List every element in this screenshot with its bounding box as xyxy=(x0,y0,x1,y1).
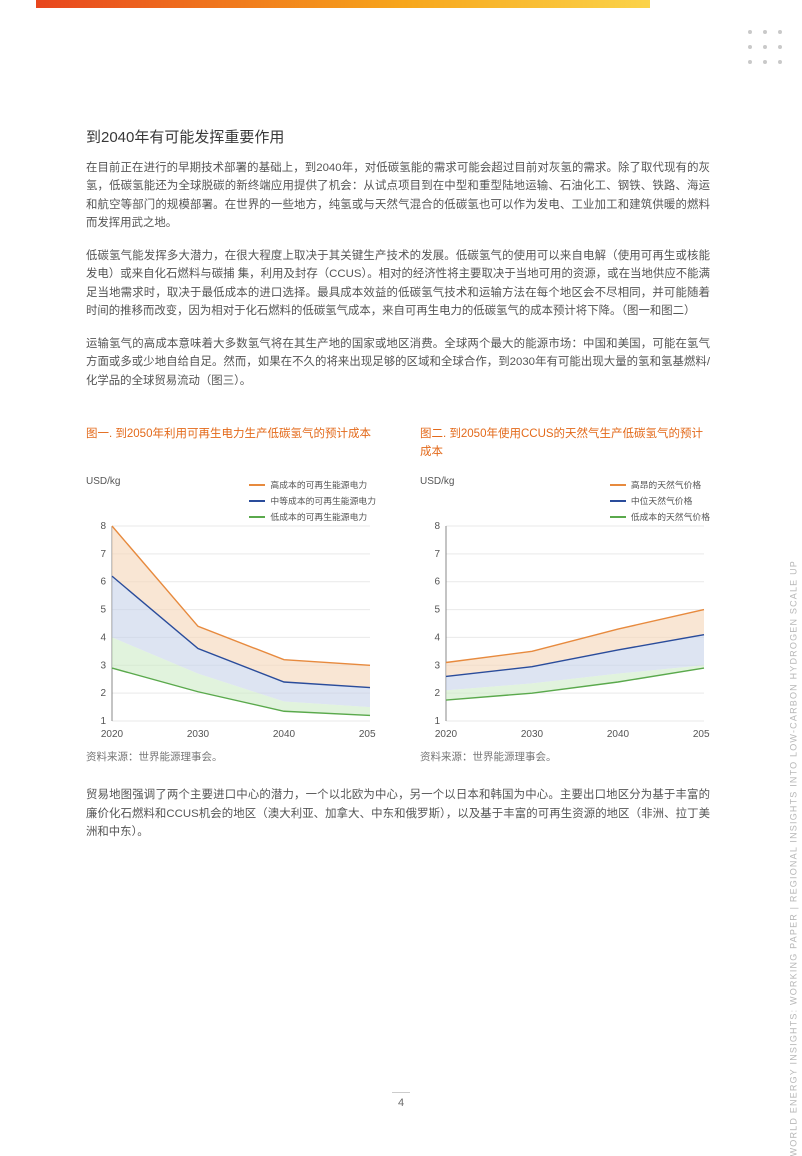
svg-text:2050: 2050 xyxy=(359,729,376,740)
svg-text:6: 6 xyxy=(100,577,106,588)
legend-item: 低成本的可再生能源电力 xyxy=(249,510,376,523)
svg-text:2030: 2030 xyxy=(187,729,210,740)
chart-2-legend: 高昂的天然气价格中位天然气价格低成本的天然气价格 xyxy=(610,478,710,526)
svg-text:4: 4 xyxy=(100,633,106,644)
main-content: 到2040年有可能发挥重要作用 在目前正在进行的早期技术部署的基础上，到2040… xyxy=(86,126,710,842)
chart-1-ylabel: USD/kg xyxy=(86,476,120,487)
chart-2-source: 资料来源：世界能源理事会。 xyxy=(420,749,710,764)
charts-row: 图一. 到2050年利用可再生电力生产低碳氢气的预计成本 1 2 3 4 5 6 7 8 202… xyxy=(86,426,710,764)
chart-1-column: 图一. 到2050年利用可再生电力生产低碳氢气的预计成本 1 2 3 4 5 6 7 8 202… xyxy=(86,426,376,764)
svg-text:3: 3 xyxy=(434,660,440,671)
page-number-value: 4 xyxy=(398,1097,404,1109)
svg-text:1: 1 xyxy=(100,716,106,727)
legend-item: 高昂的天然气价格 xyxy=(610,478,710,491)
legend-label: 中位天然气价格 xyxy=(631,494,693,507)
legend-swatch xyxy=(610,484,626,486)
legend-swatch xyxy=(249,516,265,518)
svg-text:4: 4 xyxy=(434,633,440,644)
chart-1-source: 资料来源：世界能源理事会。 xyxy=(86,749,376,764)
svg-text:2: 2 xyxy=(100,688,106,699)
svg-text:5: 5 xyxy=(434,605,440,616)
legend-item: 中位天然气价格 xyxy=(610,494,710,507)
side-vertical-text: WORLD ENERGY INSIGHTS: WORKING PAPER | R… xyxy=(788,560,798,1156)
legend-item: 低成本的天然气价格 xyxy=(610,510,710,523)
svg-text:2040: 2040 xyxy=(607,729,630,740)
page-number: 4 xyxy=(0,1092,802,1109)
legend-label: 低成本的天然气价格 xyxy=(631,510,710,523)
section-heading: 到2040年有可能发挥重要作用 xyxy=(86,126,710,147)
chart-1-area: 1 2 3 4 5 6 7 8 2020 2030 2040 2050 USD/kg 高成本的可再生能… xyxy=(86,478,376,743)
legend-label: 低成本的可再生能源电力 xyxy=(270,510,367,523)
chart-2-column: 图二. 到2050年使用CCUS的天然气生产低碳氢气的预计成本 1 2 3 4 5 6 7 8… xyxy=(420,426,710,764)
svg-text:8: 8 xyxy=(434,521,440,532)
decorative-dot-grid xyxy=(748,30,784,66)
svg-text:1: 1 xyxy=(434,716,440,727)
legend-swatch xyxy=(610,516,626,518)
svg-text:2050: 2050 xyxy=(693,729,710,740)
svg-text:7: 7 xyxy=(434,549,440,560)
paragraph-3: 运输氢气的高成本意味着大多数氢气将在其生产地的国家或地区消费。全球两个最大的能源… xyxy=(86,335,710,390)
chart-2-title: 图二. 到2050年使用CCUS的天然气生产低碳氢气的预计成本 xyxy=(420,426,710,466)
svg-text:5: 5 xyxy=(100,605,106,616)
chart-1-title: 图一. 到2050年利用可再生电力生产低碳氢气的预计成本 xyxy=(86,426,376,466)
legend-item: 中等成本的可再生能源电力 xyxy=(249,494,376,507)
legend-swatch xyxy=(610,500,626,502)
legend-swatch xyxy=(249,484,265,486)
svg-text:6: 6 xyxy=(434,577,440,588)
svg-text:8: 8 xyxy=(100,521,106,532)
chart-2-area: 1 2 3 4 5 6 7 8 2020 2030 2040 2050 USD/kg 高昂的天然气价格… xyxy=(420,478,710,743)
paragraph-2: 低碳氢气能发挥多大潜力，在很大程度上取决于其关键生产技术的发展。低碳氢气的使用可… xyxy=(86,247,710,321)
legend-label: 高昂的天然气价格 xyxy=(631,478,701,491)
top-accent-bar xyxy=(36,0,650,8)
svg-text:2030: 2030 xyxy=(521,729,544,740)
legend-label: 中等成本的可再生能源电力 xyxy=(270,494,376,507)
chart-2-ylabel: USD/kg xyxy=(420,476,454,487)
paragraph-bottom: 贸易地图强调了两个主要进口中心的潜力，一个以北欧为中心，另一个以日本和韩国为中心… xyxy=(86,786,710,841)
svg-text:7: 7 xyxy=(100,549,106,560)
paragraph-1: 在目前正在进行的早期技术部署的基础上，到2040年，对低碳氢能的需求可能会超过目… xyxy=(86,159,710,233)
svg-text:2020: 2020 xyxy=(101,729,124,740)
chart-1-legend: 高成本的可再生能源电力中等成本的可再生能源电力低成本的可再生能源电力 xyxy=(249,478,376,526)
svg-text:2: 2 xyxy=(434,688,440,699)
svg-text:2020: 2020 xyxy=(435,729,458,740)
legend-item: 高成本的可再生能源电力 xyxy=(249,478,376,491)
legend-label: 高成本的可再生能源电力 xyxy=(270,478,367,491)
svg-text:3: 3 xyxy=(100,660,106,671)
svg-text:2040: 2040 xyxy=(273,729,296,740)
legend-swatch xyxy=(249,500,265,502)
